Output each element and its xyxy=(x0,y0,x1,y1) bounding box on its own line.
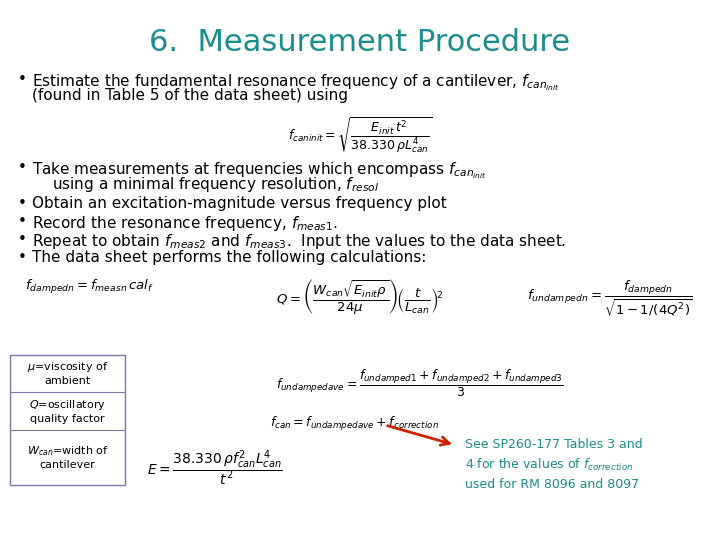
Text: •: • xyxy=(18,232,27,247)
Text: $\mu$=viscosity of
ambient: $\mu$=viscosity of ambient xyxy=(27,360,108,386)
Text: $\mathit{f}_{can} = \mathit{f}_{undampedave} + \mathit{f}_{correction}$: $\mathit{f}_{can} = \mathit{f}_{undamped… xyxy=(270,415,439,433)
Text: •: • xyxy=(18,160,27,175)
Text: $\mathit{f}_{undampedn} = \dfrac{\mathit{f}_{dampedn}}{\sqrt{1-1/(4Q^2)}}$: $\mathit{f}_{undampedn} = \dfrac{\mathit… xyxy=(527,278,693,318)
Text: $\mathit{f}_{undampedave} = \dfrac{\mathit{f}_{undamped1} + \mathit{f}_{undamped: $\mathit{f}_{undampedave} = \dfrac{\math… xyxy=(276,368,564,399)
Text: Estimate the fundamental resonance frequency of a cantilever, $\it{f}_{can_{init: Estimate the fundamental resonance frequ… xyxy=(32,72,560,92)
Text: •: • xyxy=(18,214,27,229)
Text: •: • xyxy=(18,196,27,211)
Text: 6.  Measurement Procedure: 6. Measurement Procedure xyxy=(150,28,570,57)
Text: $W_{can}$=width of
cantilever: $W_{can}$=width of cantilever xyxy=(27,444,109,470)
Text: See SP260-177 Tables 3 and
4 for the values of $f_{correction}$
used for RM 8096: See SP260-177 Tables 3 and 4 for the val… xyxy=(465,438,643,491)
Text: Repeat to obtain $\it{f}_{meas2}$ and $\it{f}_{meas3}$.  Input the values to the: Repeat to obtain $\it{f}_{meas2}$ and $\… xyxy=(32,232,566,251)
FancyBboxPatch shape xyxy=(10,355,125,485)
Text: $\mathit{f}_{dampedn} = \mathit{f}_{measn}\,cal_{f}$: $\mathit{f}_{dampedn} = \mathit{f}_{meas… xyxy=(25,278,155,296)
Text: Take measurements at frequencies which encompass $\it{f}_{can_{init}}$: Take measurements at frequencies which e… xyxy=(32,160,487,180)
Text: $\mathit{f}_{caninit} = \sqrt{\dfrac{\mathit{E}_{init}\,\mathit{t}^{2}}{38.330\,: $\mathit{f}_{caninit} = \sqrt{\dfrac{\ma… xyxy=(287,115,433,154)
Text: The data sheet performs the following calculations:: The data sheet performs the following ca… xyxy=(32,250,426,265)
Text: $E = \dfrac{38.330\,\rho f_{can}^2 L_{can}^4}{t^2}$: $E = \dfrac{38.330\,\rho f_{can}^2 L_{ca… xyxy=(147,448,283,488)
Text: •: • xyxy=(18,72,27,87)
Text: Record the resonance frequency, $\it{f}_{meas1}$.: Record the resonance frequency, $\it{f}_… xyxy=(32,214,338,233)
Text: using a minimal frequency resolution, $\it{f}_{resol}$: using a minimal frequency resolution, $\… xyxy=(52,175,379,194)
Text: $Q = \left(\dfrac{W_{can}\sqrt{E_{init}\rho}}{24\mu}\right)\!\left(\dfrac{t}{L_{: $Q = \left(\dfrac{W_{can}\sqrt{E_{init}\… xyxy=(276,278,444,317)
Text: $Q$=oscillatory
quality factor: $Q$=oscillatory quality factor xyxy=(29,398,106,424)
Text: (found in Table 5 of the data sheet) using: (found in Table 5 of the data sheet) usi… xyxy=(32,88,348,103)
Text: •: • xyxy=(18,250,27,265)
Text: Obtain an excitation-magnitude versus frequency plot: Obtain an excitation-magnitude versus fr… xyxy=(32,196,446,211)
